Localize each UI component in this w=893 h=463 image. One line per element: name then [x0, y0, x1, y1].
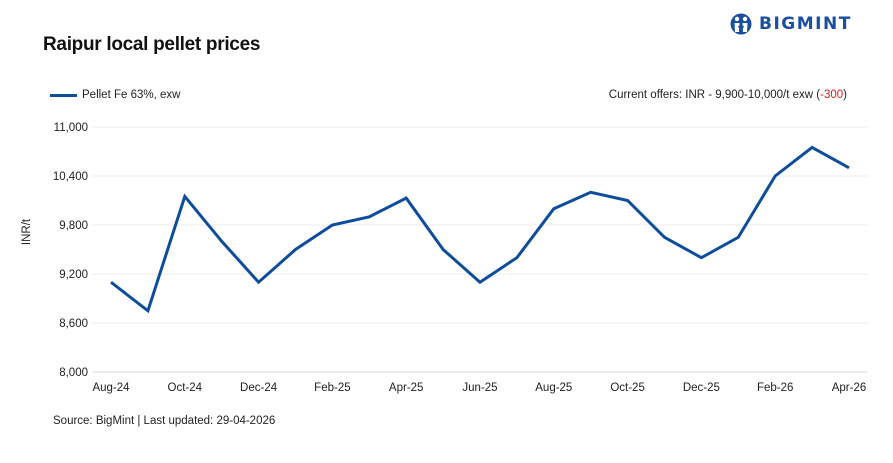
y-tick-label: 9,200 [59, 269, 88, 281]
legend-label: Pellet Fe 63%, exw [82, 89, 181, 101]
x-tick-label: Feb-26 [757, 382, 793, 394]
bigmint-logo: BIGMINT [729, 13, 852, 35]
y-tick-label: 10,400 [53, 171, 88, 183]
y-tick-label: 11,000 [54, 122, 88, 134]
offer-change: -300 [820, 89, 844, 101]
x-tick-label: Feb-25 [314, 382, 350, 394]
source-note: Source: BigMint | Last updated: 29-04-20… [53, 415, 276, 427]
offer-suffix: ) [843, 89, 847, 101]
y-tick-label: 8,600 [59, 318, 88, 330]
x-tick-label: Jun-25 [462, 382, 497, 394]
x-tick-label: Apr-26 [832, 382, 867, 394]
current-offer-annotation: Current offers: INR - 9,900-10,000/t exw… [609, 89, 847, 101]
offer-prefix: Current offers: INR - 9,900-10,000/t exw… [608, 89, 821, 101]
bigmint-logo-text: BIGMINT [759, 14, 852, 34]
chart-title: Raipur local pellet prices [43, 34, 261, 55]
x-tick-label: Oct-25 [610, 382, 645, 394]
x-tick-label: Dec-24 [240, 382, 278, 394]
x-tick-label: Dec-25 [683, 382, 720, 394]
bigmint-logo-icon [730, 13, 752, 35]
chart-legend: Pellet Fe 63%, exw [50, 89, 180, 101]
x-tick-label: Apr-25 [389, 382, 424, 394]
x-tick-label: Aug-24 [92, 382, 130, 394]
y-axis-label: INR/t [21, 218, 33, 245]
y-tick-label: 9,800 [59, 220, 88, 232]
legend-line-swatch [50, 93, 77, 97]
series-line [110, 145, 850, 314]
x-tick-label: Aug-25 [535, 382, 572, 394]
x-tick-label: Oct-24 [168, 382, 203, 394]
y-tick-label: 8,000 [59, 367, 88, 379]
